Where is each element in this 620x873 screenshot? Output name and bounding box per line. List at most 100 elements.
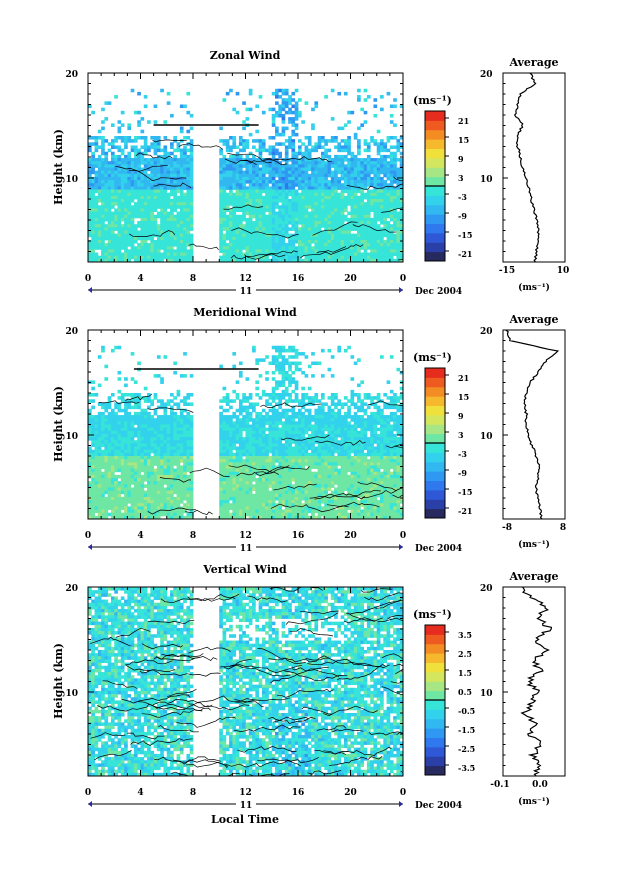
heatmap-cell — [281, 374, 286, 378]
heatmap-cell — [334, 189, 338, 194]
heatmap-cell — [314, 101, 319, 105]
heatmap-cell — [268, 173, 273, 178]
heatmap-cell — [94, 217, 99, 222]
heatmap-cell — [399, 214, 403, 219]
heatmap-cell — [222, 167, 227, 172]
heatmap-cell — [311, 170, 315, 175]
heatmap-cell — [383, 148, 387, 153]
heatmap-cell — [120, 183, 125, 187]
heatmap-cell — [255, 386, 260, 391]
heatmap-cell — [393, 211, 397, 216]
heatmap-cell — [255, 221, 260, 225]
heatmap-cell — [258, 443, 263, 447]
heatmap-cell — [186, 402, 191, 406]
heatmap-cell — [386, 214, 391, 219]
heatmap-cell — [153, 408, 158, 413]
heatmap-cell — [281, 427, 286, 432]
heatmap-cell — [94, 189, 99, 194]
heatmap-cell — [156, 192, 161, 197]
heatmap-cell — [166, 437, 171, 441]
heatmap-cell — [278, 427, 282, 432]
heatmap-cell — [288, 377, 292, 381]
heatmap-cell — [376, 399, 381, 403]
heatmap-cell — [163, 449, 168, 454]
heatmap-cell — [337, 202, 342, 206]
heatmap-cell — [97, 211, 102, 216]
heatmap-cell — [238, 402, 243, 406]
heatmap-cell — [376, 208, 381, 212]
heatmap-cell — [258, 415, 263, 419]
heatmap-cell — [288, 255, 292, 260]
heatmap-cell — [330, 224, 335, 228]
heatmap-cell — [383, 255, 387, 260]
heatmap-cell — [183, 183, 187, 187]
heatmap-cell — [307, 189, 312, 194]
heatmap-cell — [311, 433, 315, 438]
heatmap-cell — [357, 396, 361, 400]
heatmap-cell — [343, 424, 348, 429]
heatmap-cell — [156, 427, 161, 432]
heatmap-cell — [281, 224, 286, 228]
heatmap-cell — [252, 154, 256, 159]
heatmap-cell — [120, 139, 125, 143]
heatmap-cell — [147, 424, 151, 429]
heatmap-cell — [380, 145, 384, 149]
heatmap-cell — [160, 421, 164, 425]
heatmap-cell — [350, 224, 355, 228]
heatmap-cell — [278, 399, 282, 403]
heatmap-cell — [281, 91, 286, 96]
heatmap-cell — [173, 396, 177, 400]
heatmap-cell — [219, 205, 223, 209]
heatmap-cell — [150, 176, 155, 181]
heatmap-cell — [156, 195, 161, 200]
heatmap-cell — [189, 258, 194, 262]
heatmap-cell — [271, 145, 276, 149]
heatmap-cell — [307, 224, 312, 228]
heatmap-cell — [140, 211, 145, 216]
heatmap-cell — [127, 154, 132, 159]
heatmap-cell — [173, 202, 177, 206]
heatmap-cell — [189, 151, 194, 156]
heatmap-cell — [117, 389, 122, 394]
heatmap-cell — [153, 183, 158, 187]
heatmap-cell — [238, 440, 243, 444]
heatmap-cell — [107, 167, 112, 172]
heatmap-cell — [298, 408, 302, 413]
heatmap-cell — [107, 243, 112, 247]
heatmap-cell — [347, 236, 351, 241]
heatmap-cell — [288, 249, 292, 253]
heatmap-cell — [265, 440, 269, 444]
heatmap-cell — [238, 243, 243, 247]
heatmap-cell — [353, 199, 358, 203]
heatmap-cell — [383, 252, 387, 257]
heatmap-cell — [370, 164, 374, 168]
heatmap-cell — [363, 249, 368, 253]
heatmap-cell — [242, 180, 246, 184]
heatmap-cell — [114, 246, 118, 250]
heatmap-cell — [281, 176, 286, 181]
heatmap-cell — [140, 424, 145, 429]
heatmap-cell — [176, 258, 181, 262]
heatmap-cell — [235, 396, 240, 400]
heatmap-cell — [393, 233, 397, 238]
heatmap-cell — [353, 411, 358, 416]
heatmap-cell — [337, 243, 342, 247]
heatmap-cell — [334, 221, 338, 225]
heatmap-cell — [242, 139, 246, 143]
heatmap-cell — [117, 396, 122, 400]
heatmap-cell — [370, 415, 374, 419]
heatmap-cell — [222, 154, 227, 159]
heatmap-cell — [91, 208, 95, 212]
heatmap-cell — [265, 239, 269, 244]
heatmap-cell — [88, 224, 92, 228]
heatmap-cell — [357, 358, 361, 362]
heatmap-cell — [140, 214, 145, 219]
heatmap-cell — [130, 443, 135, 447]
heatmap-cell — [150, 173, 155, 178]
heatmap-cell — [88, 424, 92, 429]
heatmap-cell — [252, 424, 256, 429]
heatmap-cell — [183, 205, 187, 209]
heatmap-cell — [298, 167, 302, 172]
heatmap-cell — [245, 236, 250, 241]
heatmap-cell — [91, 449, 95, 454]
